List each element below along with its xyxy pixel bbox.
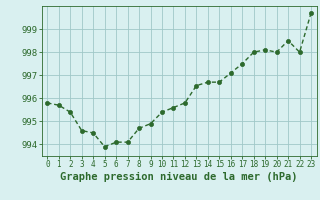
X-axis label: Graphe pression niveau de la mer (hPa): Graphe pression niveau de la mer (hPa) (60, 172, 298, 182)
